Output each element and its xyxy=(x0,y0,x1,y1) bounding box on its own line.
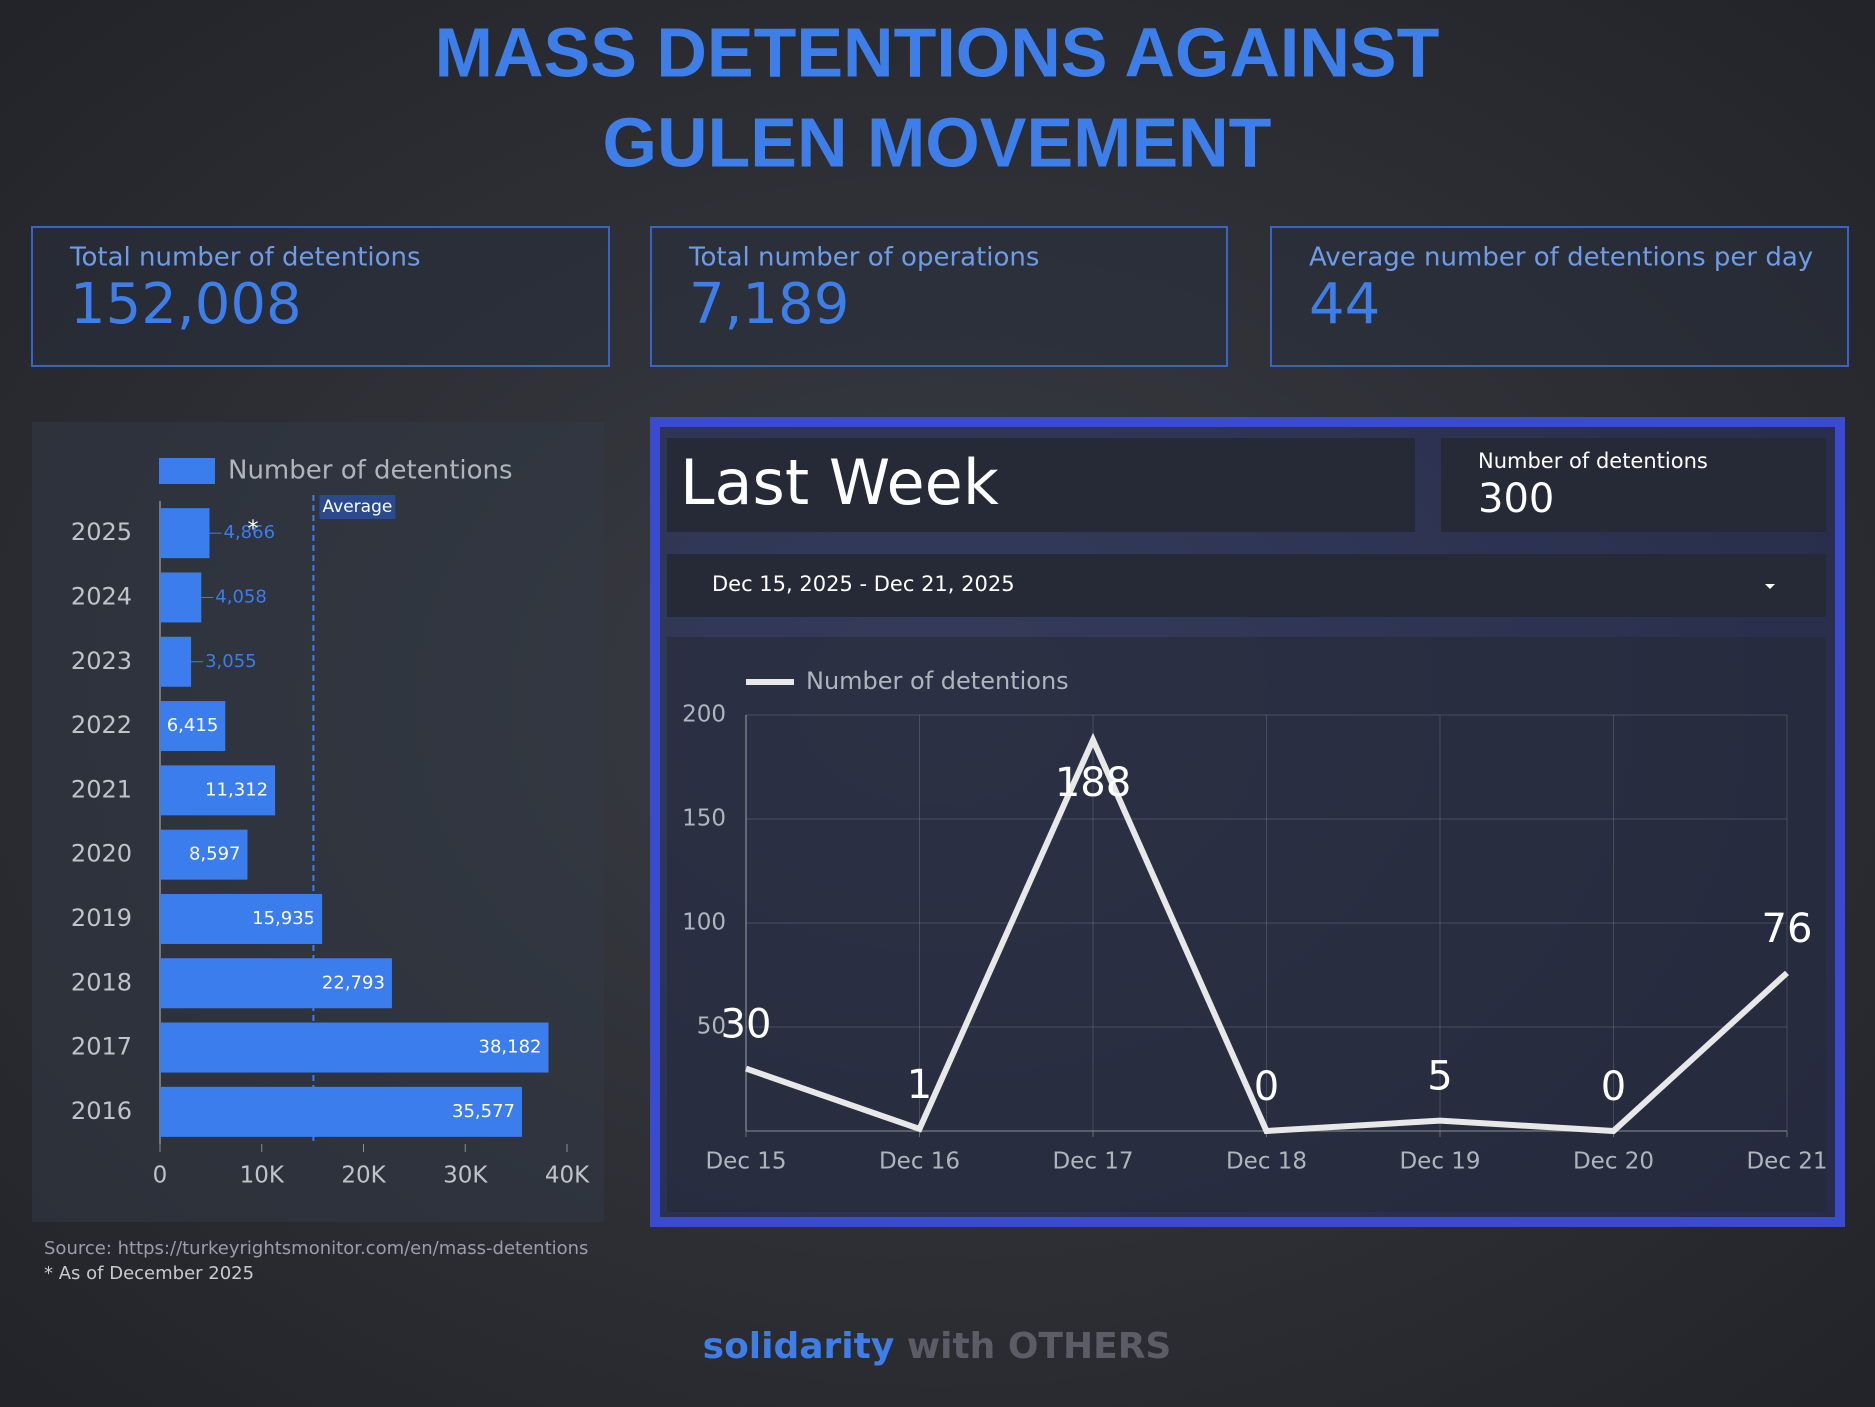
title: GULEN MOVEMENT xyxy=(603,103,1272,181)
bar xyxy=(160,636,192,687)
value-label: 188 xyxy=(1055,760,1131,806)
y-tick-label: 2021 xyxy=(71,775,132,803)
last-week-title: Last Week xyxy=(680,446,999,519)
y-tick-label: 100 xyxy=(682,910,726,936)
x-tick-label: Dec 17 xyxy=(1052,1149,1133,1175)
value-label: 38,182 xyxy=(479,1037,542,1058)
x-tick-label: 10K xyxy=(240,1163,285,1189)
x-tick-label: Dec 15 xyxy=(705,1149,786,1175)
bar xyxy=(160,958,392,1009)
x-tick-label: Dec 18 xyxy=(1226,1149,1307,1175)
x-tick-label: 20K xyxy=(341,1163,386,1189)
value-label: 30 xyxy=(721,1002,772,1048)
value-label: 1 xyxy=(907,1062,932,1108)
y-tick-label: 2017 xyxy=(71,1033,132,1061)
legend-swatch xyxy=(159,458,215,484)
y-tick-label: 2019 xyxy=(71,904,132,932)
average-label: Average xyxy=(323,497,393,517)
x-tick-label: Dec 21 xyxy=(1746,1149,1827,1175)
value-label: 4,058 xyxy=(215,586,267,607)
value-label: 11,312 xyxy=(205,779,268,800)
kpi-card: Average number of detentions per day 44 xyxy=(1270,226,1849,367)
value-label: 5 xyxy=(1427,1054,1452,1100)
date-range: Dec 15, 2025 - Dec 21, 2025 xyxy=(712,572,1015,596)
kpi-value: 152,008 xyxy=(70,272,302,337)
x-tick-label: 0 xyxy=(153,1163,168,1189)
bar xyxy=(160,1086,522,1137)
footer-tagline: with OTHERS xyxy=(907,1326,1172,1367)
note: * As of December 2025 xyxy=(44,1263,254,1284)
footer: solidarity with OTHERS xyxy=(703,1326,1172,1367)
bar xyxy=(160,1022,549,1073)
bar xyxy=(160,829,248,880)
line xyxy=(745,732,1790,1135)
kpi-value: 7,189 xyxy=(689,272,849,337)
x-tick-label: Dec 19 xyxy=(1399,1149,1480,1175)
kpi-card: Total number of operations 7,189 xyxy=(650,226,1228,367)
y-tick-label: 2025 xyxy=(71,518,132,546)
value-label: 76 xyxy=(1762,906,1813,952)
y-tick-label: 50 xyxy=(697,1014,726,1040)
source: Source: https://turkeyrightsmonitor.com/… xyxy=(44,1238,588,1259)
y-tick-label: 2016 xyxy=(71,1097,132,1125)
bar xyxy=(160,572,202,623)
annotation: * xyxy=(248,517,259,542)
y-tick-label: 2024 xyxy=(71,582,132,610)
bar xyxy=(160,508,210,559)
value-label: 3,055 xyxy=(205,651,257,672)
kpi-label: Average number of detentions per day xyxy=(1309,243,1813,273)
bar xyxy=(160,701,226,752)
value-label: 22,793 xyxy=(322,972,385,993)
y-tick-label: 2022 xyxy=(71,711,132,739)
value-label: 8,597 xyxy=(189,844,241,865)
y-tick-label: 2018 xyxy=(71,968,132,996)
y-tick-label: 200 xyxy=(682,702,726,728)
kpi-label: Total number of detentions xyxy=(69,243,421,273)
bar xyxy=(160,893,323,944)
legend-label: Number of detentions xyxy=(228,456,513,486)
score-label: Number of detentions xyxy=(1478,449,1708,473)
x-tick-label: 30K xyxy=(443,1163,488,1189)
footer-brand: solidarity xyxy=(703,1326,895,1367)
value-label: 35,577 xyxy=(452,1101,515,1122)
legend-label: Number of detentions xyxy=(806,667,1069,695)
bar xyxy=(160,765,276,816)
value-label: 6,415 xyxy=(167,715,219,736)
line-panel xyxy=(667,637,1826,1212)
title-box xyxy=(667,438,1415,532)
value-label: 15,935 xyxy=(252,908,315,929)
value-label: 4,866 xyxy=(224,522,276,543)
x-tick-label: Dec 20 xyxy=(1573,1149,1654,1175)
y-tick-label: 2020 xyxy=(71,840,132,868)
x-tick-label: Dec 16 xyxy=(879,1149,960,1175)
title: MASS DETENTIONS AGAINST xyxy=(435,13,1440,91)
x-tick-label: 40K xyxy=(545,1163,590,1189)
average-tag xyxy=(319,495,396,519)
date-range-picker[interactable] xyxy=(667,554,1826,617)
scorecard xyxy=(1441,438,1826,532)
value-label: 0 xyxy=(1601,1064,1626,1110)
dropdown-arrow[interactable] xyxy=(1765,584,1775,589)
kpi-label: Total number of operations xyxy=(688,243,1039,273)
y-tick-label: 2023 xyxy=(71,647,132,675)
kpi-value: 44 xyxy=(1309,272,1380,337)
kpi-card: Total number of detentions 152,008 xyxy=(31,226,610,367)
y-tick-label: 150 xyxy=(682,806,726,832)
value-label: 0 xyxy=(1254,1064,1279,1110)
score-value: 300 xyxy=(1478,476,1554,522)
